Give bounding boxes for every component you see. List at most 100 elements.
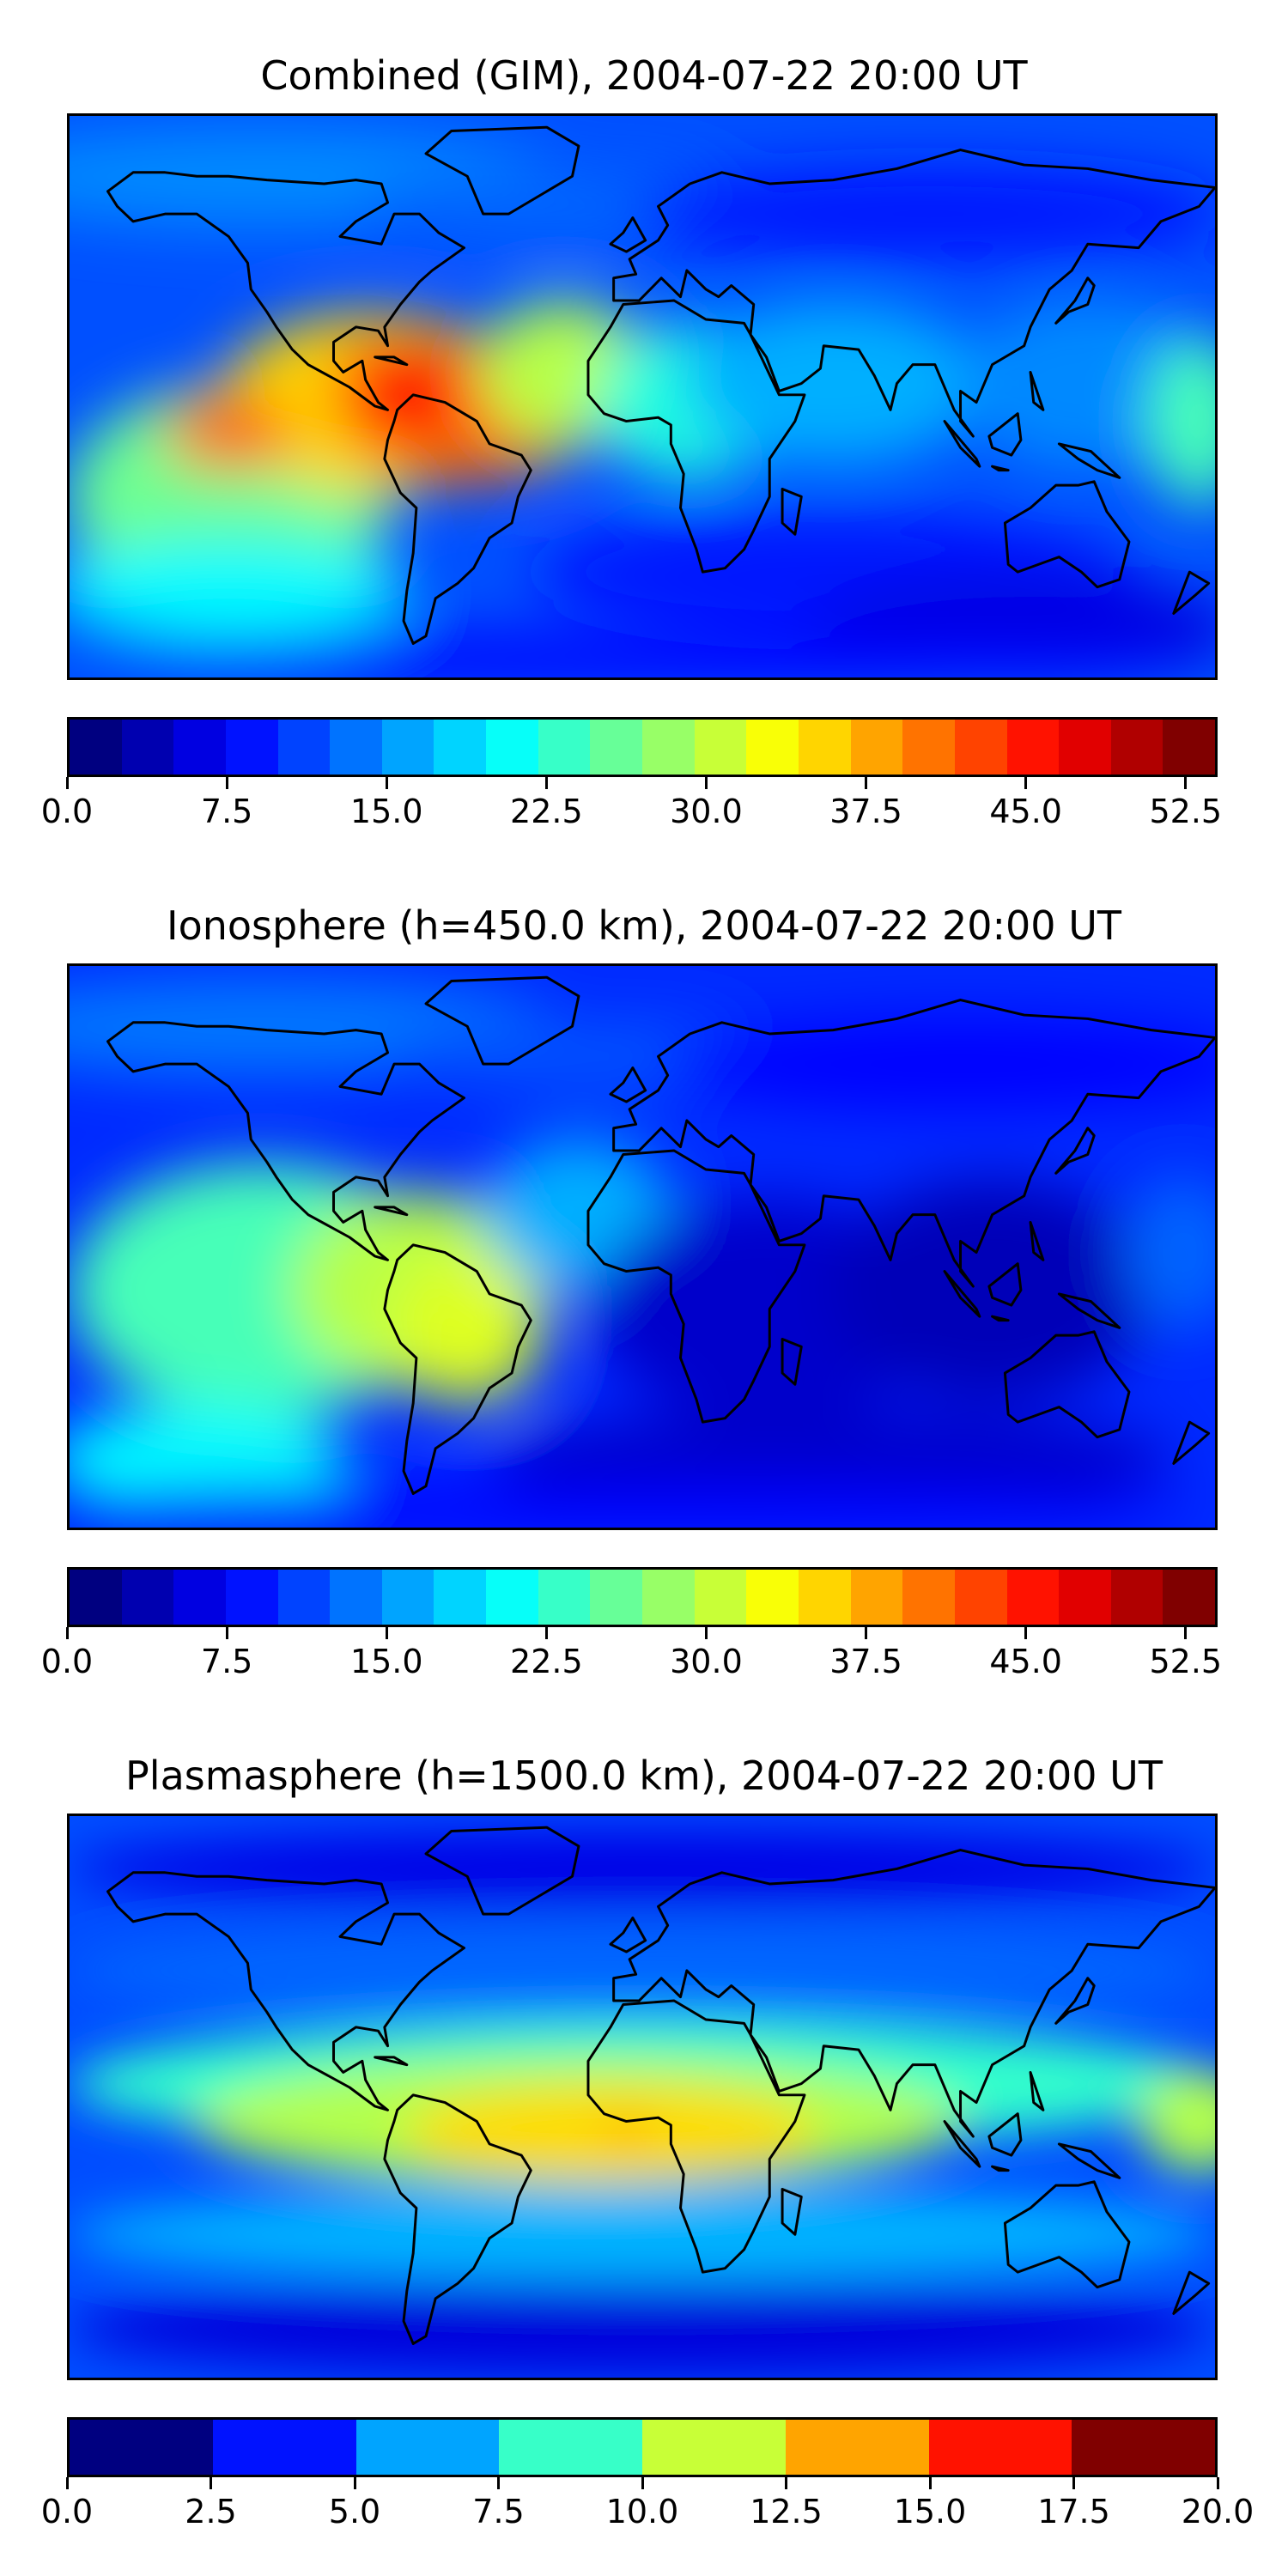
tick-label: 7.5 — [472, 2493, 525, 2530]
field-region — [683, 302, 983, 465]
field-region — [70, 2187, 1215, 2281]
colorbar-segment — [1110, 720, 1163, 775]
colorbar-ticks: 0.0 7.5 15.0 22.5 30.0 37.5 45.0 52.5 — [41, 777, 1222, 846]
colorbar-segment — [902, 1570, 955, 1625]
tick-mark — [65, 2477, 69, 2489]
tick-label: 45.0 — [989, 1643, 1062, 1680]
tick-mark — [385, 1627, 388, 1639]
field-region — [70, 539, 409, 642]
colorbar-segment — [590, 720, 643, 775]
tick-mark — [785, 2477, 787, 2489]
colorbar-segment — [434, 720, 487, 775]
chart-title: Combined (GIM), 2004-07-22 20:00 UT — [260, 52, 1028, 99]
tick-label: 0.0 — [40, 793, 94, 830]
tick-label: 52.5 — [1149, 793, 1223, 830]
tick-mark — [544, 1627, 548, 1639]
field-region — [629, 167, 1215, 261]
colorbar-segment — [1110, 1570, 1163, 1625]
colorbar-segment — [381, 1570, 434, 1625]
colorbar-segment — [355, 2420, 500, 2475]
tick-label: 10.0 — [605, 2493, 679, 2530]
colorbar-segment — [538, 720, 591, 775]
colorbar-segment — [642, 720, 695, 775]
chart-title: Plasmasphere (h=1500.0 km), 2004-07-22 2… — [125, 1753, 1163, 1799]
colorbar-segment — [746, 720, 799, 775]
field-region — [1123, 1176, 1215, 1329]
tick-label: 7.5 — [200, 793, 253, 830]
tick-mark — [353, 2477, 356, 2489]
field-blobs — [70, 125, 1215, 677]
coastlines — [106, 1826, 1215, 2345]
colorbar-segment — [381, 720, 434, 775]
colorbar-segment — [694, 1570, 747, 1625]
tick-label: 15.0 — [349, 1643, 423, 1680]
colorbar-segment — [121, 1570, 174, 1625]
tick-mark — [1024, 1627, 1028, 1639]
colorbar-segment — [850, 720, 903, 775]
field-region — [1139, 2070, 1215, 2172]
tick-mark — [865, 1627, 868, 1639]
colorbar-segment — [694, 720, 747, 775]
tick-mark — [225, 1627, 228, 1639]
tick-mark — [641, 2477, 644, 2489]
tick-mark — [65, 1627, 69, 1639]
colorbar-segment — [642, 1570, 695, 1625]
colorbar-segment — [1163, 720, 1216, 775]
tick-label: 0.0 — [40, 2493, 94, 2530]
tick-mark — [1216, 2477, 1219, 2489]
field-region — [335, 337, 472, 431]
tec-map — [70, 116, 1215, 677]
field-region — [661, 1017, 1215, 1111]
field-region — [390, 1251, 544, 1405]
colorbar — [67, 2417, 1218, 2477]
tick-mark — [497, 2477, 500, 2489]
colorbar-segment — [70, 1570, 122, 1625]
map-ionosphere — [67, 963, 1218, 1530]
colorbar-segment — [330, 1570, 382, 1625]
field-region — [87, 633, 1198, 677]
colorbar-segment — [1059, 720, 1111, 775]
tick-label: 45.0 — [989, 793, 1062, 830]
colorbar-segment — [486, 1570, 538, 1625]
tick-label: 37.5 — [829, 793, 902, 830]
field-region — [70, 2281, 1215, 2376]
tick-label: 17.5 — [1037, 2493, 1110, 2530]
colorbar-segment — [434, 1570, 487, 1625]
tec-map — [70, 966, 1215, 1528]
tick-mark — [928, 2477, 932, 2489]
tick-label: 12.5 — [750, 2493, 823, 2530]
colorbar-segment — [121, 720, 174, 775]
tick-label: 20.0 — [1181, 2493, 1255, 2530]
colorbar-segment — [538, 1570, 591, 1625]
colorbar-segment — [1006, 720, 1060, 775]
tick-label: 0.0 — [40, 1643, 94, 1680]
colorbar-segment — [798, 720, 851, 775]
colorbar-segment — [225, 720, 278, 775]
colorbar-segment — [225, 1570, 278, 1625]
colorbar-segment — [850, 1570, 903, 1625]
colorbar-segment — [798, 1570, 851, 1625]
colorbar-segment — [330, 720, 382, 775]
coastlines — [106, 125, 1215, 645]
colorbar-segment — [954, 1570, 1007, 1625]
colorbar-segment — [642, 2420, 786, 2475]
colorbar-segment — [902, 720, 955, 775]
colorbar-segment — [1006, 1570, 1060, 1625]
tick-label: 15.0 — [349, 793, 423, 830]
colorbar-ticks: 0.0 2.5 5.0 7.5 10.0 12.5 15.0 17.5 20.0 — [41, 2477, 1254, 2546]
tick-mark — [210, 2477, 212, 2489]
colorbar-segment — [1072, 2420, 1215, 2475]
tick-mark — [1072, 2477, 1075, 2489]
colorbar-segment — [173, 720, 226, 775]
tick-mark — [1024, 777, 1028, 789]
map-plasmasphere — [67, 1814, 1218, 2380]
tec-map — [70, 1816, 1215, 2378]
tick-mark — [704, 1627, 708, 1639]
coastlines — [106, 975, 1215, 1495]
colorbar-segment — [212, 2420, 356, 2475]
tick-mark — [385, 777, 388, 789]
tick-label: 22.5 — [510, 1643, 583, 1680]
field-region — [1147, 336, 1215, 507]
field-region — [87, 1483, 1198, 1528]
colorbar-segment — [499, 2420, 642, 2475]
